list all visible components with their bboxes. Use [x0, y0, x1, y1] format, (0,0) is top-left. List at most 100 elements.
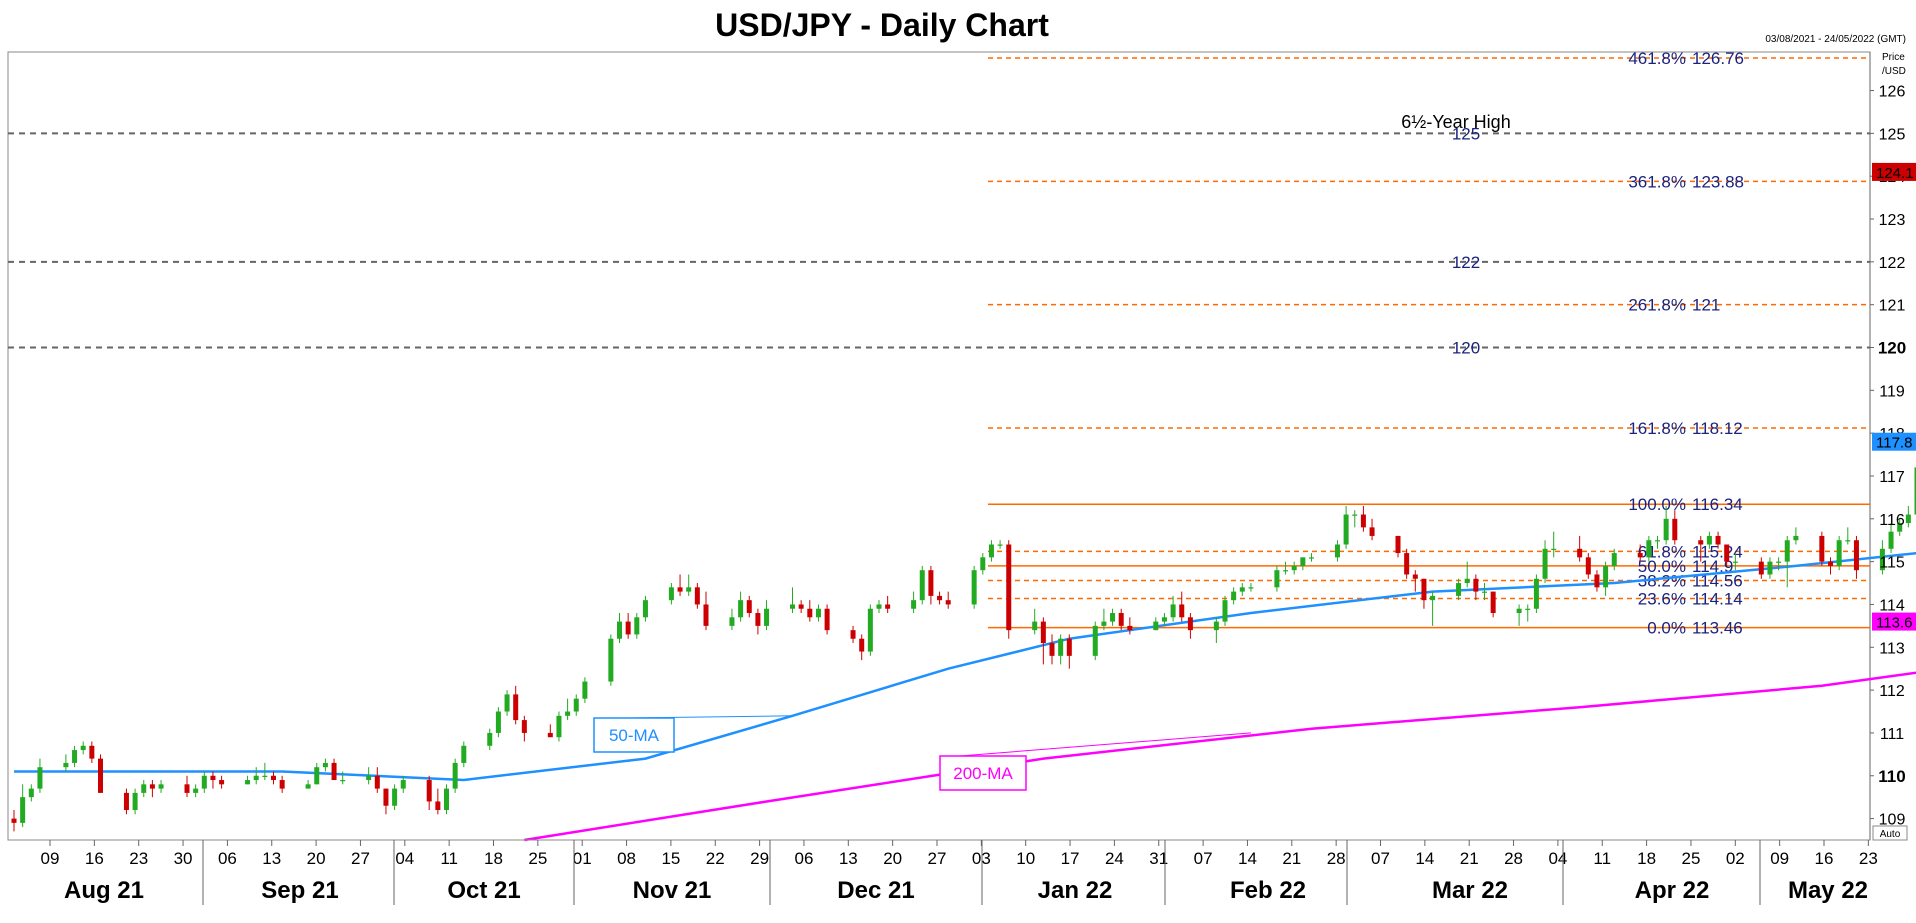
candle: [1724, 544, 1730, 566]
price-tag-box: [1872, 432, 1916, 451]
candle-body: [374, 775, 380, 789]
candle: [1706, 531, 1712, 549]
y-tick-label: 119: [1879, 383, 1905, 400]
candle-body: [1110, 613, 1116, 622]
candle: [98, 754, 103, 793]
candle-body: [1153, 621, 1159, 631]
candle-body: [271, 775, 276, 781]
y-axis-label-line1: Price: [1882, 52, 1905, 63]
candle: [1879, 540, 1885, 575]
candle: [1663, 505, 1669, 545]
candle: [366, 767, 372, 785]
candle-body: [945, 600, 951, 605]
candle: [1585, 553, 1591, 579]
candle: [1905, 505, 1911, 528]
candle: [1793, 527, 1799, 545]
price-tag-label: 113.6: [1876, 615, 1912, 632]
candle-body: [63, 762, 69, 768]
horizontal-levels: 125 122 120: [8, 124, 1870, 358]
candle: [1274, 565, 1280, 592]
auto-scale-button[interactable]: [1872, 825, 1908, 841]
candle-body: [1291, 565, 1297, 571]
candle-body: [634, 617, 640, 635]
x-tick-label: 27: [351, 849, 370, 868]
y-tick-label: 126: [1879, 84, 1906, 101]
candle-body: [1213, 621, 1219, 631]
x-tick-label: 10: [1016, 849, 1035, 868]
y-tick-label: 115: [1879, 555, 1905, 572]
candle-body: [859, 638, 865, 652]
candle-body: [444, 788, 449, 811]
candle-body: [1274, 570, 1280, 588]
candle-body: [383, 788, 389, 806]
candle-body: [867, 608, 873, 652]
x-tick-label: 15: [661, 849, 680, 868]
fib-value-361.8%: 123.88: [1692, 172, 1744, 191]
candle: [11, 810, 17, 832]
candle-body: [703, 604, 709, 626]
candle: [1430, 591, 1436, 626]
candle-body: [1231, 591, 1237, 601]
candle-body: [755, 613, 761, 626]
x-tick-label: 17: [1061, 849, 1080, 868]
candle-body: [461, 745, 467, 763]
candle: [1161, 613, 1167, 626]
candle: [340, 771, 346, 785]
candle-body: [798, 604, 804, 609]
candle: [1040, 617, 1046, 665]
candle-body: [1343, 514, 1349, 545]
candle: [1222, 595, 1228, 626]
candle: [1110, 608, 1116, 626]
candle: [1897, 518, 1903, 536]
candle-body: [1914, 467, 1916, 515]
candle-body: [366, 775, 372, 781]
level-label-122: 122: [1452, 253, 1480, 272]
candle: [988, 540, 994, 562]
candle: [1611, 548, 1617, 571]
candle-body: [1058, 638, 1064, 656]
fib-pct-0.0%: 0.0%: [1647, 619, 1686, 638]
candle: [1049, 634, 1055, 665]
candle-body: [158, 784, 164, 789]
date-range-label: 03/08/2021 - 24/05/2022 (GMT): [1765, 34, 1906, 45]
candle: [1006, 540, 1012, 639]
candle-body: [149, 784, 155, 789]
candle-body: [1603, 565, 1609, 588]
x-tick-label: 21: [1460, 849, 1479, 868]
candle: [1767, 557, 1773, 579]
candle: [1533, 574, 1539, 614]
x-tick-label: 02: [1726, 849, 1745, 868]
x-tick-label: 22: [706, 849, 725, 868]
candle: [876, 600, 882, 614]
candle-body: [279, 780, 285, 789]
candle: [755, 608, 761, 635]
candle: [1187, 613, 1193, 639]
y-tick-label: 112: [1879, 683, 1905, 700]
candle-body: [1352, 514, 1358, 516]
candle: [867, 604, 873, 656]
candle: [1309, 553, 1314, 562]
candle: [461, 741, 467, 768]
fib-pct-161.8%: 161.8%: [1628, 419, 1686, 438]
candle: [20, 784, 26, 828]
y-tick-label: 123: [1879, 212, 1906, 229]
candle: [807, 600, 813, 622]
candle-body: [1767, 561, 1773, 575]
x-tick-label: 27: [928, 849, 947, 868]
candle-body: [1698, 540, 1704, 545]
candle: [928, 565, 934, 605]
candle: [193, 784, 199, 798]
ma50-line: [14, 551, 1916, 782]
candle: [634, 613, 640, 639]
x-tick-label: 09: [1770, 849, 1789, 868]
fib-value-23.6%: 114.14: [1692, 589, 1743, 608]
candle: [642, 595, 648, 622]
candle-body: [513, 694, 519, 721]
candle: [1490, 591, 1496, 618]
y-tick-label: 121: [1879, 298, 1906, 315]
candle: [625, 613, 631, 639]
candle: [1066, 634, 1072, 669]
candle-body: [314, 767, 320, 785]
candle-body: [556, 715, 562, 738]
candle: [80, 741, 86, 755]
